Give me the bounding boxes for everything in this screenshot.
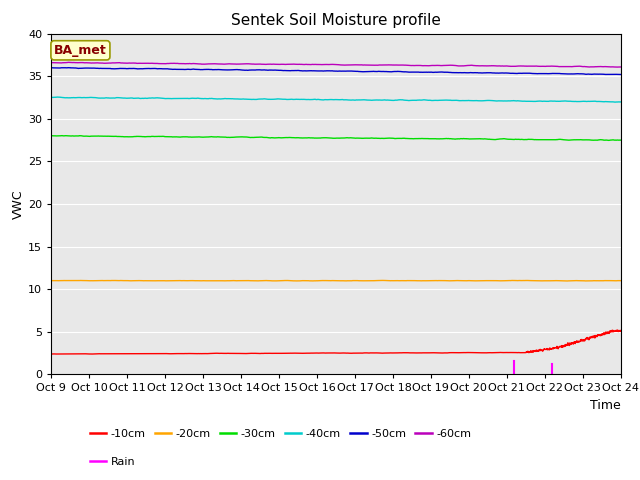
Legend: Rain: Rain <box>85 452 140 471</box>
X-axis label: Time: Time <box>590 399 621 412</box>
Y-axis label: VWC: VWC <box>12 189 25 219</box>
Title: Sentek Soil Moisture profile: Sentek Soil Moisture profile <box>231 13 441 28</box>
Text: BA_met: BA_met <box>54 44 107 57</box>
